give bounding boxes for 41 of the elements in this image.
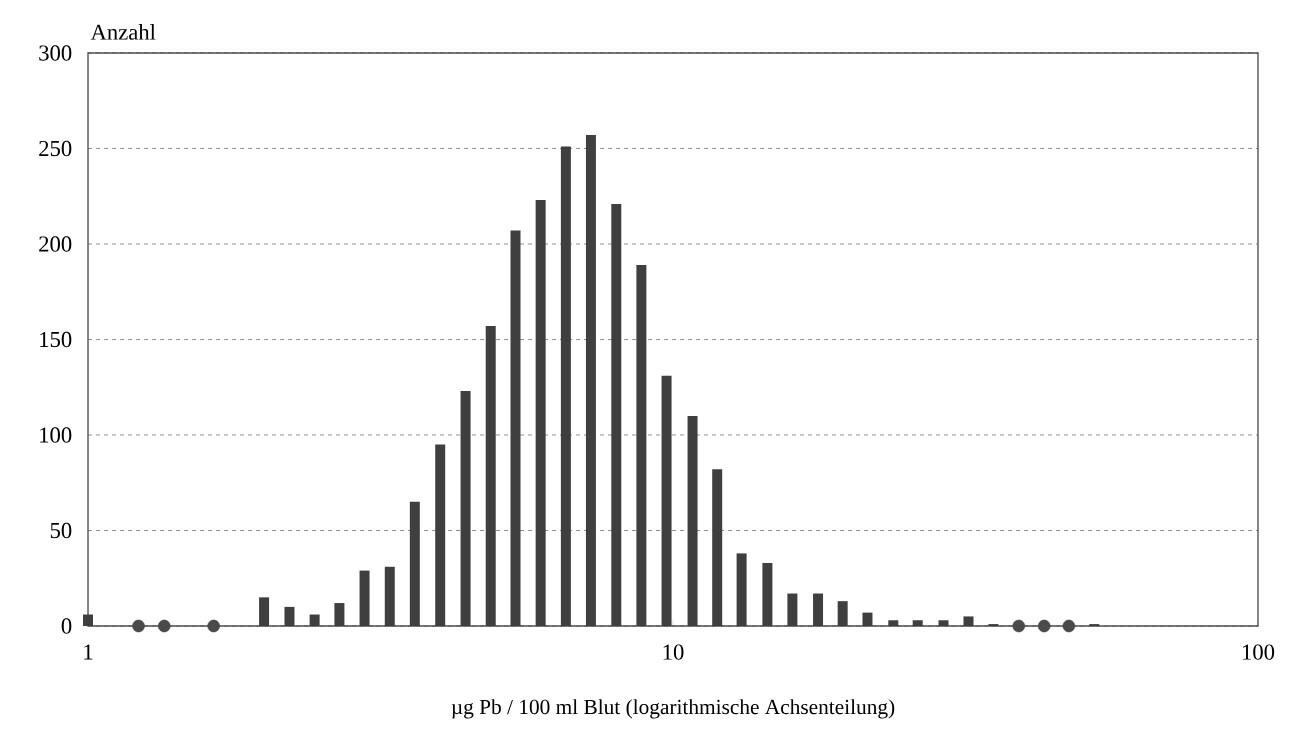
bar — [862, 612, 873, 626]
bar — [409, 501, 420, 626]
bar — [560, 146, 571, 626]
bar — [309, 614, 320, 626]
bar — [611, 203, 622, 626]
bar — [334, 603, 345, 626]
x-tick-label: 10 — [663, 644, 684, 660]
y-tick-label: 50 — [50, 522, 72, 539]
bar — [284, 606, 295, 626]
y-axis-title: Anzahl — [90, 23, 156, 40]
bar — [938, 620, 949, 626]
x-axis-title: µg Pb / 100 ml Blut (logarithmische Achsenteilung) — [451, 699, 895, 719]
x-tick-label: 1 — [84, 644, 93, 660]
y-tick-label: 200 — [39, 236, 72, 252]
bar — [736, 553, 747, 626]
bar — [535, 200, 546, 626]
x-tick-label: 100 — [1242, 644, 1275, 660]
bar — [435, 444, 446, 626]
bar — [585, 135, 596, 626]
bar — [636, 265, 647, 626]
bar — [787, 593, 798, 626]
y-tick-label: 300 — [39, 45, 72, 61]
y-tick-label: 150 — [40, 331, 72, 348]
y-tick-label: 250 — [39, 140, 72, 157]
bar — [460, 391, 471, 626]
bar — [687, 415, 698, 626]
bar — [384, 566, 395, 626]
bar — [485, 326, 496, 626]
bar — [359, 570, 370, 626]
bar — [510, 230, 521, 626]
bar — [837, 601, 848, 626]
bar — [888, 620, 899, 626]
y-tick-label: 100 — [40, 427, 72, 443]
bar — [661, 375, 672, 626]
bar — [963, 616, 974, 626]
bar — [912, 620, 923, 626]
bar — [813, 593, 824, 626]
y-tick-label: 0 — [61, 618, 72, 634]
bar — [762, 562, 773, 626]
bar — [712, 469, 723, 626]
bar — [259, 597, 270, 626]
